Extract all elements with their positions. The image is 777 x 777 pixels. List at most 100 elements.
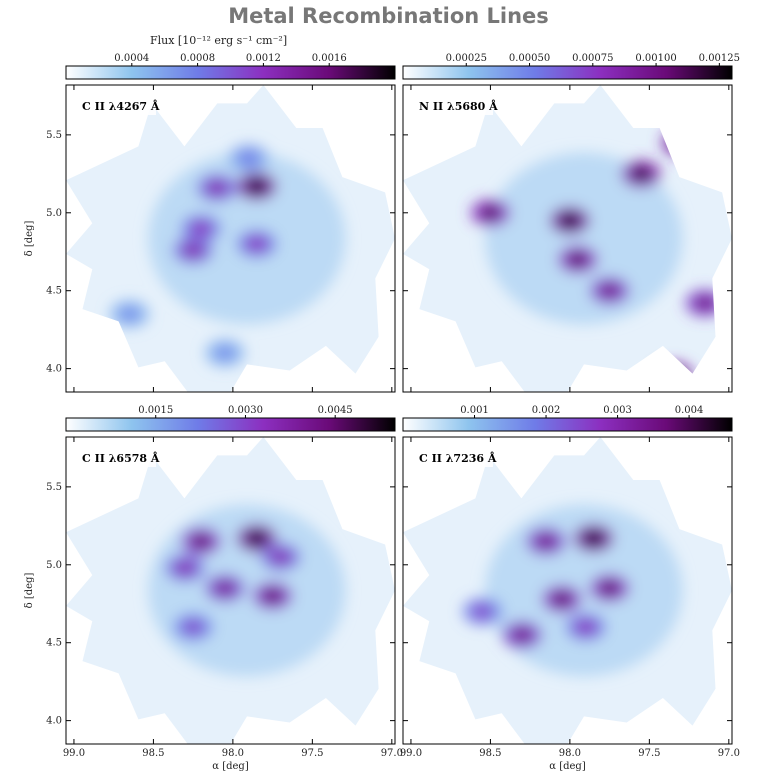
panel-label-bg bbox=[78, 97, 156, 115]
y-tick-label: 5.0 bbox=[46, 208, 62, 219]
x-tick-label: 98.5 bbox=[142, 748, 164, 759]
flux-blob bbox=[512, 627, 533, 642]
y-tick-label: 4.0 bbox=[46, 364, 62, 375]
flux-blob bbox=[214, 581, 235, 596]
x-tick-label: 98.0 bbox=[559, 748, 581, 759]
y-tick-label: 5.5 bbox=[46, 482, 62, 493]
panel-4: 0.001 0.002 0.003 0.004 C II λ7236 Å 99.0 98.5… bbox=[400, 405, 740, 772]
y-tick-label: 5.5 bbox=[46, 130, 62, 141]
flux-map bbox=[403, 85, 732, 392]
colorbar-tick-label: 0.0015 bbox=[138, 405, 173, 416]
flux-blob bbox=[191, 221, 212, 236]
colorbar-tick-label: 0.0030 bbox=[228, 405, 263, 416]
colorbar-tick-label: 0.0008 bbox=[180, 53, 215, 64]
flux-blob bbox=[631, 166, 652, 181]
flux-blob bbox=[246, 236, 267, 251]
colorbar bbox=[65, 65, 396, 80]
flux-blob bbox=[599, 283, 620, 298]
flux-blobs bbox=[462, 504, 683, 677]
y-axis-label: δ [deg] bbox=[24, 573, 35, 609]
axes-frame bbox=[402, 436, 733, 745]
flux-blob bbox=[536, 534, 557, 549]
panel-label: C II λ6578 Å bbox=[82, 451, 160, 465]
flux-blob bbox=[599, 581, 620, 596]
colorbar-tick-label: 0.00100 bbox=[635, 53, 676, 64]
flux-blob bbox=[183, 243, 204, 258]
flux-blob bbox=[551, 592, 572, 607]
figure-title: Metal Recombination Lines bbox=[228, 4, 549, 28]
y-tick-label: 4.5 bbox=[46, 286, 62, 297]
colorbar bbox=[402, 65, 733, 80]
panel-3: 0.0015 0.0030 0.0045 C II λ6578 Å 5.5 5.0 4.5 4… bbox=[24, 405, 403, 772]
x-tick-label: 97.0 bbox=[381, 748, 403, 759]
flux-map bbox=[403, 437, 732, 744]
x-tick-label: 99.0 bbox=[400, 748, 422, 759]
flux-blob bbox=[694, 296, 715, 311]
flux-blobs bbox=[109, 144, 346, 368]
y-axis-label: δ [deg] bbox=[24, 221, 35, 257]
flux-blob bbox=[262, 588, 283, 603]
panel-label-bg bbox=[78, 449, 156, 467]
colorbar-title: Flux [10⁻¹² erg s⁻¹ cm⁻²] bbox=[150, 34, 288, 47]
axes-frame bbox=[65, 436, 396, 745]
colorbar-tick-label: 0.0012 bbox=[246, 53, 281, 64]
panel-label: C II λ4267 Å bbox=[82, 99, 160, 113]
flux-blob bbox=[270, 549, 291, 564]
colorbar bbox=[402, 417, 733, 432]
colorbar-tick-label: 0.0016 bbox=[312, 53, 347, 64]
flux-blob bbox=[567, 252, 588, 267]
x-tick-label: 97.0 bbox=[718, 748, 740, 759]
flux-blob bbox=[119, 307, 140, 322]
x-tick-label: 97.5 bbox=[638, 748, 660, 759]
flux-blob bbox=[480, 205, 501, 220]
panel-2: 0.00025 0.00050 0.00075 0.00100 0.00125 N II … bbox=[402, 53, 740, 393]
colorbar-tick-label: 0.002 bbox=[532, 405, 561, 416]
flux-blob bbox=[238, 151, 259, 166]
flux-blob-halo bbox=[653, 362, 694, 391]
flux-blob-halo bbox=[661, 128, 702, 157]
colorbar bbox=[65, 417, 396, 432]
flux-blob bbox=[472, 604, 493, 619]
panel-label: N II λ5680 Å bbox=[419, 99, 498, 113]
colorbar-tick-label: 0.004 bbox=[675, 405, 704, 416]
y-tick-label: 5.0 bbox=[46, 560, 62, 571]
x-tick-label: 99.0 bbox=[63, 748, 85, 759]
colorbar-tick-label: 0.0045 bbox=[318, 405, 353, 416]
flux-blob bbox=[183, 620, 204, 635]
x-tick-label: 98.5 bbox=[479, 748, 501, 759]
flux-blob bbox=[246, 531, 267, 546]
flux-blob bbox=[559, 213, 580, 228]
flux-map bbox=[66, 437, 395, 744]
panel-label: C II λ7236 Å bbox=[419, 451, 497, 465]
panel-label-bg bbox=[415, 97, 493, 115]
panel-label-bg bbox=[415, 449, 493, 467]
colorbar-tick-label: 0.00025 bbox=[446, 53, 487, 64]
flux-blob bbox=[575, 620, 596, 635]
flux-blob bbox=[214, 346, 235, 361]
x-tick-label: 98.0 bbox=[222, 748, 244, 759]
flux-blob bbox=[583, 531, 604, 546]
flux-blob bbox=[175, 560, 196, 575]
colorbar-tick-label: 0.0004 bbox=[114, 53, 149, 64]
colorbar-tick-label: 0.00050 bbox=[509, 53, 550, 64]
colorbar-tick-label: 0.003 bbox=[603, 405, 632, 416]
colorbar-tick-label: 0.001 bbox=[460, 405, 489, 416]
axes-frame bbox=[65, 84, 396, 393]
colorbar-tick-label: 0.00075 bbox=[572, 53, 613, 64]
flux-haze bbox=[485, 152, 683, 325]
colorbar-tick-label: 0.00125 bbox=[699, 53, 740, 64]
flux-blob bbox=[246, 179, 267, 194]
y-tick-label: 4.5 bbox=[46, 638, 62, 649]
x-tick-label: 97.5 bbox=[301, 748, 323, 759]
flux-blob bbox=[663, 369, 684, 384]
flux-blob bbox=[671, 135, 692, 150]
y-tick-label: 4.0 bbox=[46, 716, 62, 727]
axes-frame bbox=[402, 84, 733, 393]
x-axis-label: α [deg] bbox=[549, 761, 586, 772]
flux-blobs bbox=[148, 504, 346, 677]
x-axis-label: α [deg] bbox=[212, 761, 249, 772]
panel-1: 0.0004 0.0008 0.0012 0.0016 C II λ4267 Å 5.5 5… bbox=[24, 53, 396, 393]
flux-blob bbox=[206, 180, 227, 195]
flux-blob bbox=[191, 534, 212, 549]
